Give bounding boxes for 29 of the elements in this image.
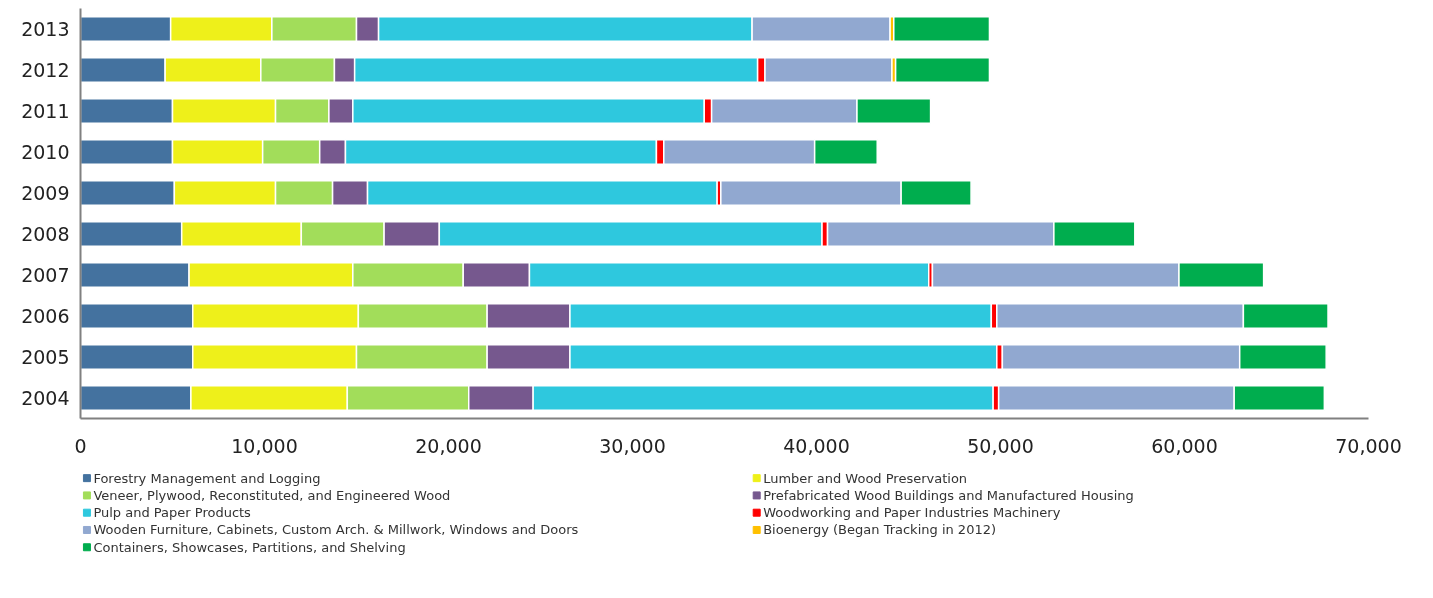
y-tick-label: 2010 <box>21 141 70 163</box>
y-tick-label: 2004 <box>21 387 70 409</box>
y-tick-label: 2009 <box>21 182 70 204</box>
x-tick-label: 20,000 <box>415 434 482 457</box>
x-tick-label: 70,000 <box>1335 434 1402 457</box>
y-tick-label: 2007 <box>21 264 70 286</box>
legend-label: Veneer, Plywood, Reconstituted, and Engineered Wood <box>93 487 451 503</box>
legend-label: Woodworking and Paper Industries Machinery <box>763 505 1061 521</box>
y-tick-label: 2005 <box>21 346 70 368</box>
x-tick-label: 10,000 <box>231 434 298 457</box>
x-tick-label: 0 <box>74 434 87 457</box>
legend-label: Pulp and Paper Products <box>93 505 252 521</box>
y-tick-label: 2013 <box>21 18 70 40</box>
x-tick-label: 40,000 <box>783 434 850 457</box>
legend-label: Lumber and Wood Preservation <box>763 470 968 486</box>
y-tick-label: 2006 <box>21 305 70 327</box>
bar <box>894 56 991 84</box>
y-tick-label: 2012 <box>21 59 70 81</box>
legend-label: Containers, Showcases, Partitions, and Shelving <box>93 539 406 555</box>
legend-label: Bioenergy (Began Tracking in 2012) <box>763 522 997 538</box>
legend-label: Wooden Furniture, Cabinets, Custom Arch. & Millwork, Windows and Doors <box>93 522 579 538</box>
x-tick-label: 50,000 <box>967 434 1034 457</box>
y-tick-label: 2008 <box>21 223 70 245</box>
y-tick-label: 2011 <box>21 100 70 122</box>
x-tick-label: 60,000 <box>1151 434 1218 457</box>
legend-label: Prefabricated Wood Buildings and Manufactured Housing <box>763 487 1134 503</box>
bar <box>893 15 991 43</box>
x-tick-label: 30,000 <box>599 434 666 457</box>
legend-label: Forestry Management and Logging <box>93 470 321 486</box>
